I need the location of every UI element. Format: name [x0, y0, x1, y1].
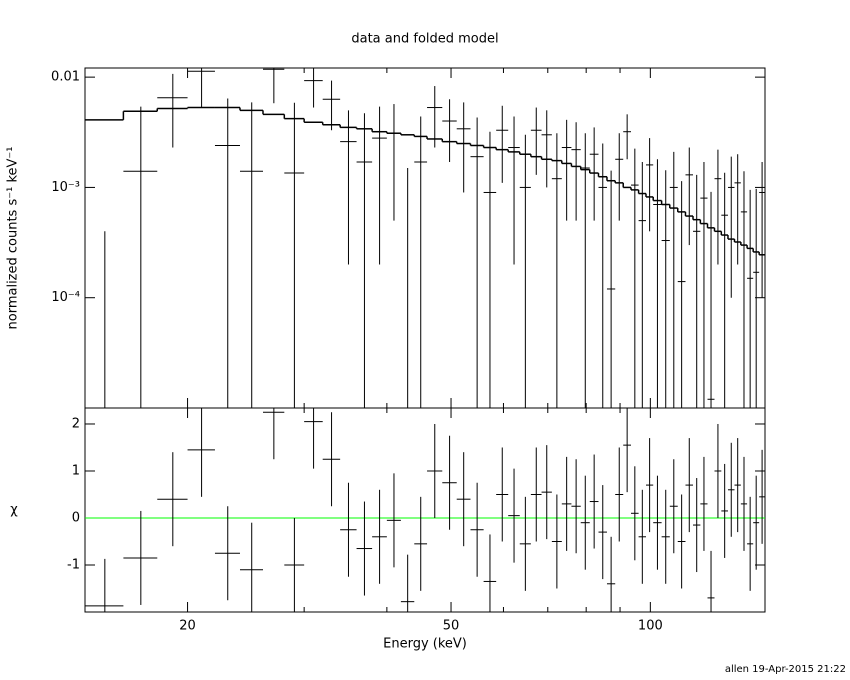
x-axis-label: Energy (keV): [383, 637, 467, 652]
y-axis-label: normalized counts s⁻¹ keV⁻¹: [6, 147, 21, 330]
x-tick-label: 50: [443, 619, 460, 634]
plot-frame: [84, 67, 766, 409]
footer: allen 19-Apr-2015 21:22: [725, 664, 846, 675]
y-tick-label: 0: [72, 510, 80, 525]
y-tick-label: -1: [67, 557, 80, 572]
y-tick-label: 0.01: [51, 70, 80, 85]
y-tick-label: 2: [72, 416, 80, 431]
x-tick-label: 20: [179, 619, 196, 634]
y-tick-label: 10⁻³: [51, 180, 80, 195]
y-axis-label: χ: [10, 503, 18, 518]
plot-frame: [84, 407, 766, 613]
x-tick-label: 100: [638, 619, 663, 634]
y-tick-label: 10⁻⁴: [51, 290, 80, 305]
chart-title: data and folded model: [351, 32, 498, 47]
y-tick-label: 1: [72, 463, 80, 478]
